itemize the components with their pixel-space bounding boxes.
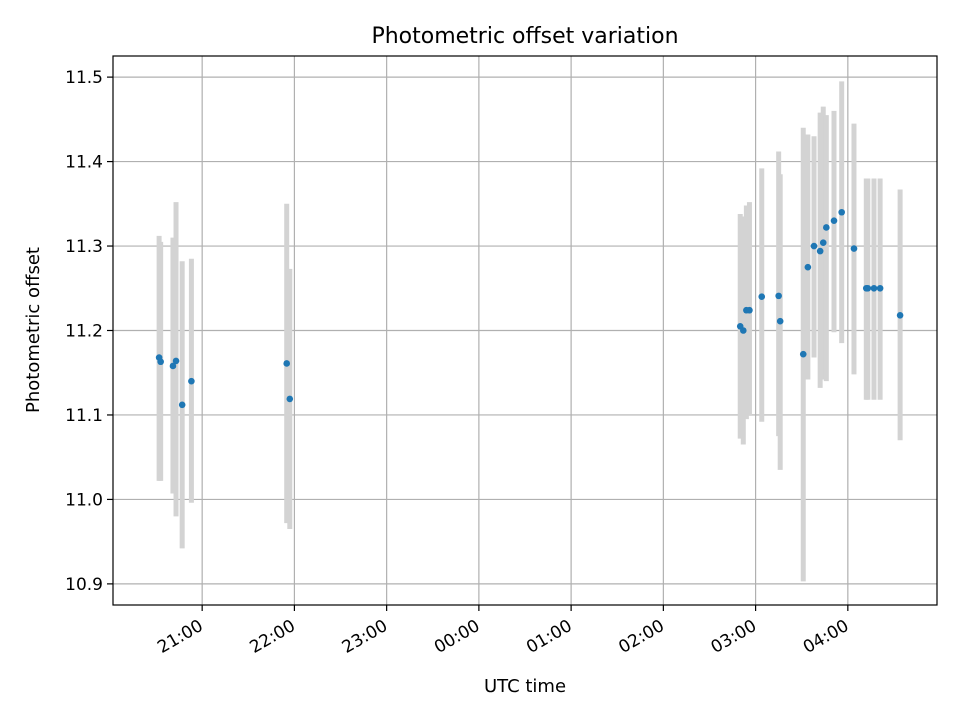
- data-point: [776, 317, 784, 325]
- data-point: [823, 224, 830, 231]
- x-axis-label: UTC time: [484, 676, 566, 697]
- data-point: [746, 306, 753, 314]
- y-tick-label: 10.9: [65, 575, 103, 595]
- x-axis-ticks: 21:00 22:00 23:00 00:00 01:00 02:00 03:00 04:00: [154, 605, 852, 658]
- data-point: [172, 357, 180, 365]
- data-point: [286, 395, 294, 403]
- data-point: [850, 245, 858, 252]
- data-point: [816, 247, 824, 255]
- y-axis-label: Photometric offset: [23, 247, 44, 413]
- data-point: [157, 358, 164, 366]
- y-tick-label: 11.3: [65, 237, 103, 257]
- error-bars: [156, 81, 903, 582]
- data-point: [896, 311, 904, 319]
- data-point: [810, 242, 818, 250]
- y-tick-label: 11.0: [65, 490, 103, 510]
- data-point: [838, 208, 845, 216]
- data-point: [188, 377, 195, 385]
- data-point: [830, 217, 838, 224]
- x-tick-label: 03:00: [708, 616, 760, 658]
- x-tick-label: 00:00: [431, 616, 483, 658]
- data-point: [876, 284, 884, 292]
- data-point: [804, 263, 812, 271]
- y-tick-label: 11.5: [65, 68, 103, 88]
- data-point: [864, 284, 872, 292]
- data-points: [155, 208, 904, 409]
- x-tick-label: 04:00: [800, 616, 852, 658]
- y-tick-label: 11.2: [65, 322, 103, 342]
- y-axis-ticks: 10.9 11.0 11.1 11.2 11.3 11.4 11.5: [65, 68, 113, 595]
- data-point: [870, 284, 878, 292]
- x-tick-label: 23:00: [339, 616, 391, 658]
- grid-lines: [113, 56, 937, 605]
- x-tick-label: 02:00: [615, 616, 667, 658]
- y-tick-label: 11.1: [65, 406, 103, 426]
- x-tick-label: 21:00: [154, 616, 206, 658]
- data-point: [758, 293, 766, 301]
- x-tick-label: 01:00: [523, 616, 575, 658]
- data-point: [799, 350, 807, 358]
- data-point: [819, 239, 827, 246]
- data-point: [169, 362, 177, 370]
- data-point: [178, 401, 186, 409]
- data-point: [739, 327, 747, 334]
- chart-title: Photometric offset variation: [371, 24, 678, 49]
- data-point: [283, 360, 291, 367]
- data-point: [775, 292, 782, 300]
- x-tick-label: 22:00: [246, 616, 298, 658]
- y-tick-label: 11.4: [65, 153, 103, 173]
